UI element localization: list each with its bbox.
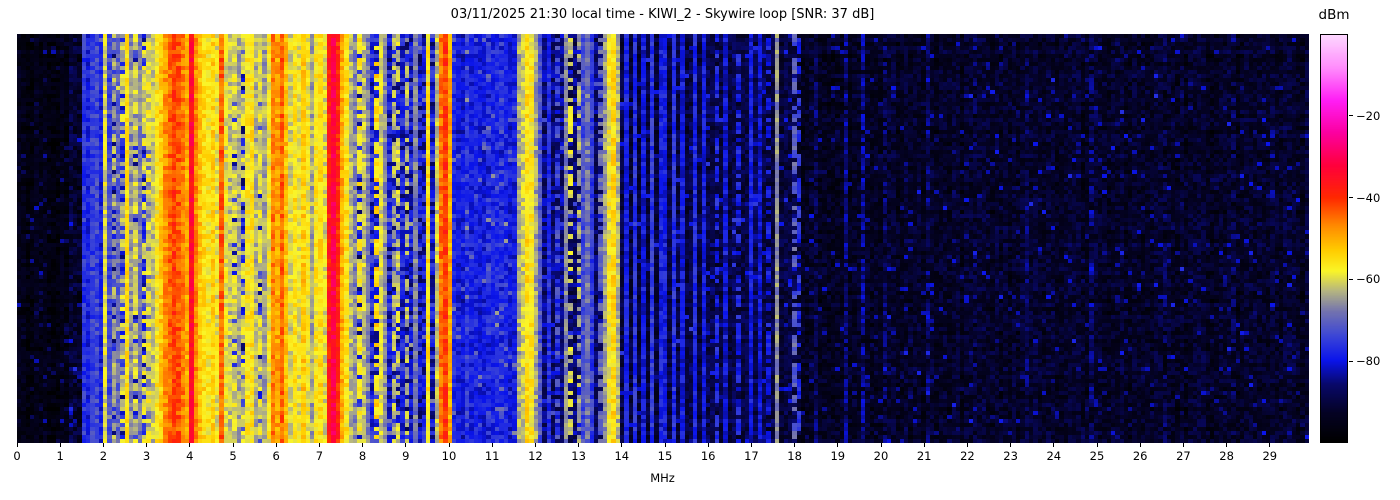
x-tick-label: 10 bbox=[441, 449, 457, 463]
x-tick-mark bbox=[923, 443, 925, 447]
x-tick-label: 2 bbox=[99, 449, 108, 463]
x-tick-label: 13 bbox=[571, 449, 586, 463]
x-tick-mark bbox=[1182, 443, 1184, 447]
colorbar-tick-label: −60 bbox=[1356, 272, 1381, 287]
x-tick-label: 4 bbox=[186, 449, 194, 463]
x-tick-label: 14 bbox=[614, 449, 630, 463]
x-tick-label: 1 bbox=[56, 449, 64, 463]
x-tick-label: 23 bbox=[1003, 449, 1018, 463]
colorbar-tick-mark bbox=[1349, 278, 1353, 280]
colorbar-tick-label: −40 bbox=[1356, 190, 1381, 205]
x-tick-label: 16 bbox=[700, 449, 716, 463]
x-tick-mark bbox=[1053, 443, 1055, 447]
x-tick-label: 9 bbox=[402, 449, 410, 463]
x-tick-mark bbox=[1226, 443, 1228, 447]
x-tick-mark bbox=[578, 443, 580, 447]
x-tick-label: 20 bbox=[873, 449, 889, 463]
x-tick-mark bbox=[189, 443, 191, 447]
colorbar-tick-mark bbox=[1349, 360, 1353, 362]
colorbar-tick-mark bbox=[1349, 115, 1353, 117]
x-tick-label: 24 bbox=[1046, 449, 1062, 463]
x-tick-mark bbox=[16, 443, 18, 447]
colorbar-tick-mark bbox=[1349, 197, 1353, 199]
x-tick-mark bbox=[621, 443, 623, 447]
x-tick-mark bbox=[146, 443, 148, 447]
x-tick-label: 8 bbox=[358, 449, 367, 463]
x-tick-label: 6 bbox=[272, 449, 280, 463]
x-tick-label: 26 bbox=[1132, 449, 1148, 463]
x-tick-mark bbox=[448, 443, 450, 447]
x-tick-mark bbox=[880, 443, 882, 447]
x-tick-mark bbox=[750, 443, 752, 447]
x-tick-mark bbox=[491, 443, 493, 447]
x-tick-mark bbox=[362, 443, 364, 447]
x-tick-mark bbox=[405, 443, 407, 447]
x-tick-mark bbox=[59, 443, 61, 447]
x-tick-mark bbox=[102, 443, 104, 447]
x-tick-mark bbox=[534, 443, 536, 447]
x-tick-label: 18 bbox=[787, 449, 802, 463]
x-tick-label: 7 bbox=[315, 449, 324, 463]
x-tick-label: 28 bbox=[1219, 449, 1234, 463]
waterfall-heatmap bbox=[17, 34, 1309, 443]
x-tick-mark bbox=[275, 443, 277, 447]
x-tick-mark bbox=[664, 443, 666, 447]
x-tick-label: 0 bbox=[13, 449, 21, 463]
x-tick-mark bbox=[1139, 443, 1141, 447]
x-tick-label: 21 bbox=[916, 449, 932, 463]
colorbar-tick-label: −80 bbox=[1356, 354, 1381, 369]
x-tick-label: 27 bbox=[1176, 449, 1191, 463]
colorbar-tick-label: −20 bbox=[1356, 108, 1381, 123]
colorbar-gradient bbox=[1320, 34, 1348, 443]
x-tick-label: 29 bbox=[1262, 449, 1278, 463]
x-tick-label: 5 bbox=[229, 449, 237, 463]
x-tick-mark bbox=[1096, 443, 1098, 447]
x-axis-label: MHz bbox=[650, 471, 675, 485]
x-tick-mark bbox=[966, 443, 968, 447]
x-tick-mark bbox=[837, 443, 839, 447]
x-tick-label: 17 bbox=[744, 449, 759, 463]
x-tick-mark bbox=[707, 443, 709, 447]
x-tick-mark bbox=[318, 443, 320, 447]
x-tick-mark bbox=[232, 443, 234, 447]
x-tick-label: 12 bbox=[528, 449, 543, 463]
plot-title: 03/11/2025 21:30 local time - KIWI_2 - S… bbox=[450, 7, 875, 22]
x-tick-label: 11 bbox=[484, 449, 500, 463]
x-tick-mark bbox=[794, 443, 796, 447]
x-tick-label: 15 bbox=[657, 449, 673, 463]
colorbar-label: dBm bbox=[1318, 7, 1350, 23]
x-tick-label: 3 bbox=[142, 449, 151, 463]
x-tick-mark bbox=[1010, 443, 1012, 447]
x-tick-label: 25 bbox=[1089, 449, 1105, 463]
x-tick-mark bbox=[1269, 443, 1271, 447]
x-tick-label: 22 bbox=[960, 449, 975, 463]
x-tick-label: 19 bbox=[830, 449, 846, 463]
